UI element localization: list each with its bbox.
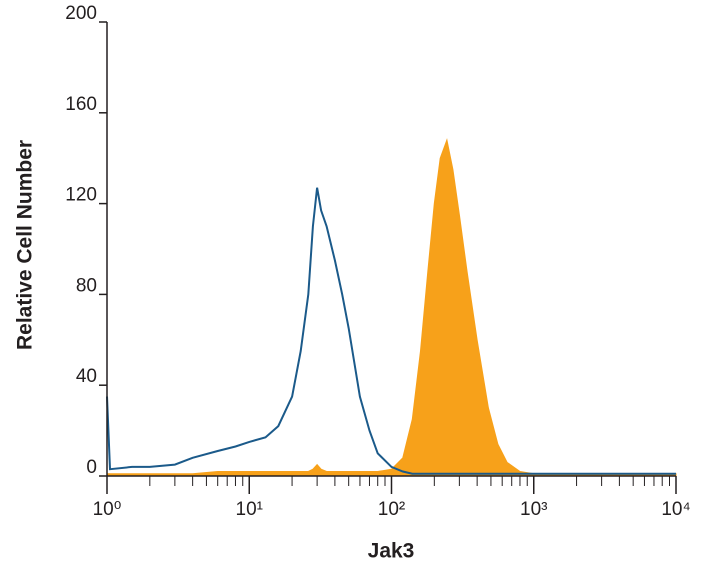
histogram-area — [106, 138, 677, 477]
x-tick-label: 10³ — [520, 499, 547, 520]
x-tick-label: 10⁰ — [93, 499, 122, 520]
y-tick-label: 80 — [76, 275, 97, 296]
y-tick-label: 200 — [65, 3, 97, 24]
x-tick-label: 10¹ — [236, 499, 263, 520]
x-axis-title: Jak3 — [368, 540, 415, 563]
y-tick-label: 40 — [76, 366, 97, 387]
x-tick-label: 10⁴ — [661, 499, 690, 520]
histogram-line — [106, 187, 676, 475]
x-tick-label: 10² — [378, 499, 405, 520]
y-tick-label: 120 — [65, 185, 97, 206]
y-tick-label: 0 — [86, 457, 97, 478]
y-axis-title: Relative Cell Number — [14, 140, 37, 350]
y-tick-label: 160 — [65, 94, 97, 115]
